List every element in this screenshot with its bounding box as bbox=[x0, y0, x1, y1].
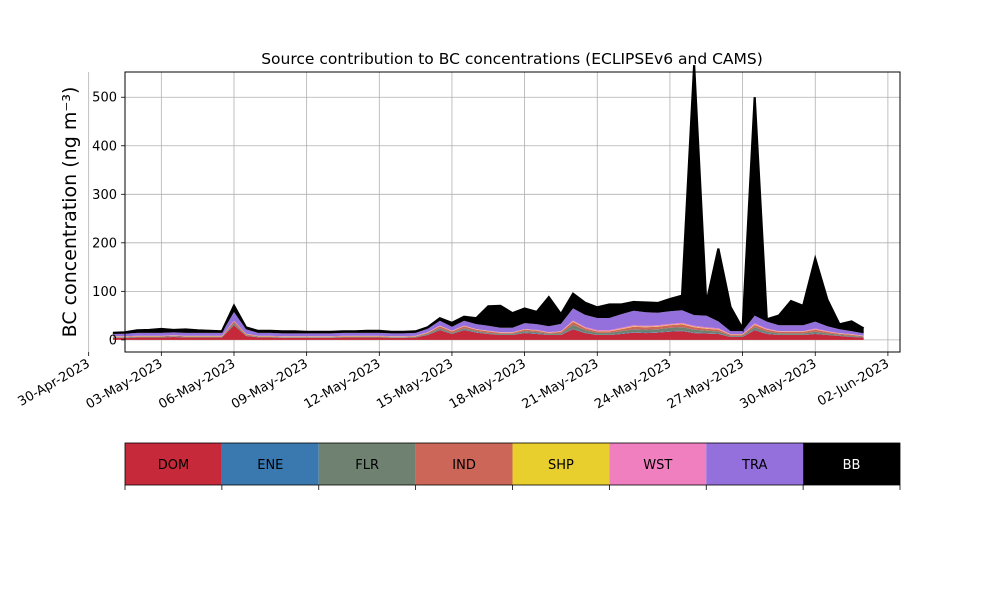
legend-colorbar: DOM ENE FLR IND SHP WST TRA BB bbox=[124, 442, 901, 490]
x-tick-label: 09-May-2023 bbox=[229, 356, 311, 412]
legend-swatch-dom bbox=[125, 443, 222, 485]
area-series-group bbox=[112, 65, 865, 340]
y-tick-label: 0 bbox=[109, 333, 117, 348]
area-tra bbox=[112, 308, 864, 337]
y-tick-label: 300 bbox=[92, 188, 117, 203]
x-tick-label: 30-Apr-2023 bbox=[16, 356, 93, 409]
x-tick-label: 12-May-2023 bbox=[302, 356, 384, 412]
legend-swatch-wst bbox=[609, 443, 707, 485]
legend-label-dom: DOM bbox=[158, 458, 189, 473]
legend-label-wst: WST bbox=[643, 458, 672, 473]
x-tick-label: 15-May-2023 bbox=[374, 356, 456, 412]
x-tick-label: 30-May-2023 bbox=[738, 356, 820, 412]
legend-label-ene: ENE bbox=[257, 458, 283, 473]
y-axis-label: BC concentration (ng m⁻³) bbox=[59, 87, 81, 338]
y-tick-label: 200 bbox=[92, 236, 117, 251]
legend-label-tra: TRA bbox=[741, 458, 767, 473]
area-bb bbox=[112, 65, 864, 334]
legend-label-ind: IND bbox=[452, 458, 476, 473]
area-ind bbox=[112, 321, 864, 338]
x-tick-label: 03-May-2023 bbox=[84, 356, 166, 412]
grid bbox=[88, 72, 900, 352]
x-tick-label: 06-May-2023 bbox=[156, 356, 238, 412]
legend-swatch-ene bbox=[221, 443, 319, 485]
x-tick-label: 02-Jun-2023 bbox=[815, 356, 892, 409]
x-tick-label: 24-May-2023 bbox=[592, 356, 674, 412]
x-tick-label: 18-May-2023 bbox=[447, 356, 529, 412]
legend-swatch-tra bbox=[706, 443, 804, 485]
y-tick-label: 100 bbox=[92, 285, 117, 300]
plot-frame bbox=[124, 71, 901, 353]
area-dom bbox=[112, 325, 864, 340]
chart-title: Source contribution to BC concentrations… bbox=[261, 50, 763, 68]
y-axis: 0 100 200 300 400 500 bbox=[92, 91, 125, 348]
y-tick-label: 500 bbox=[92, 91, 117, 106]
legend-label-bb: BB bbox=[843, 458, 861, 473]
legend-label-shp: SHP bbox=[548, 458, 574, 473]
legend-label-flr: FLR bbox=[355, 458, 379, 473]
total-line bbox=[112, 65, 865, 334]
legend-swatch-flr bbox=[318, 443, 416, 485]
legend-swatch-shp bbox=[512, 443, 610, 485]
y-tick-label: 400 bbox=[92, 139, 117, 154]
legend-swatch-ind bbox=[415, 443, 513, 485]
x-tick-label: 27-May-2023 bbox=[665, 356, 747, 412]
x-axis: 30-Apr-202303-May-202306-May-202309-May-… bbox=[16, 352, 892, 412]
legend-swatch-bb bbox=[803, 443, 900, 485]
area-wst bbox=[112, 320, 864, 337]
x-tick-label: 21-May-2023 bbox=[520, 356, 602, 412]
area-shp bbox=[112, 321, 864, 337]
